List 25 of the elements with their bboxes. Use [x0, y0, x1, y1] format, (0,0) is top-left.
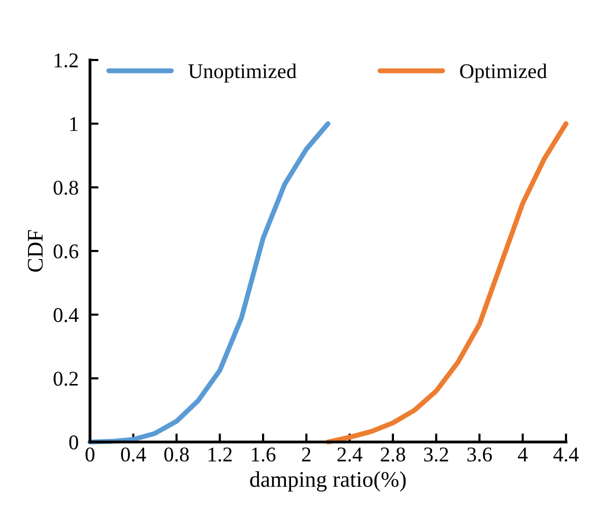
x-tick-label: 1.6	[252, 448, 276, 462]
x-tick-label: 3.2	[424, 448, 448, 462]
x-tick-label: 2	[302, 448, 310, 462]
legend-label: Unoptimized	[188, 64, 296, 82]
x-tick-label: 3.6	[467, 448, 492, 462]
y-tick-label: 0.2	[54, 372, 78, 386]
x-axis-title: damping ratio(%)	[250, 471, 406, 492]
line-series	[88, 121, 330, 444]
y-tick-label: 1.2	[54, 53, 78, 68]
x-tick-label: 0.4	[121, 447, 146, 462]
x-tick-label: 4.4	[553, 448, 579, 462]
x-tick-label: 2.4	[338, 448, 362, 462]
y-tick-label: 0.8	[54, 180, 78, 195]
line-series	[326, 121, 568, 444]
y-tick-label: 0.4	[54, 308, 79, 322]
x-tick-label: 4	[518, 448, 528, 462]
x-tick-label: 0.8	[164, 447, 189, 462]
x-tick-label: 0	[86, 447, 94, 462]
y-axis-title: CDF	[28, 230, 43, 272]
x-tick-label: 1.2	[208, 448, 232, 462]
x-tick-label: 2.8	[380, 447, 406, 462]
y-tick-label: 0.6	[54, 244, 78, 259]
y-tick-label: 0	[69, 435, 78, 450]
legend-label: Optimized	[460, 64, 547, 82]
y-tick-label: 1	[70, 117, 78, 131]
